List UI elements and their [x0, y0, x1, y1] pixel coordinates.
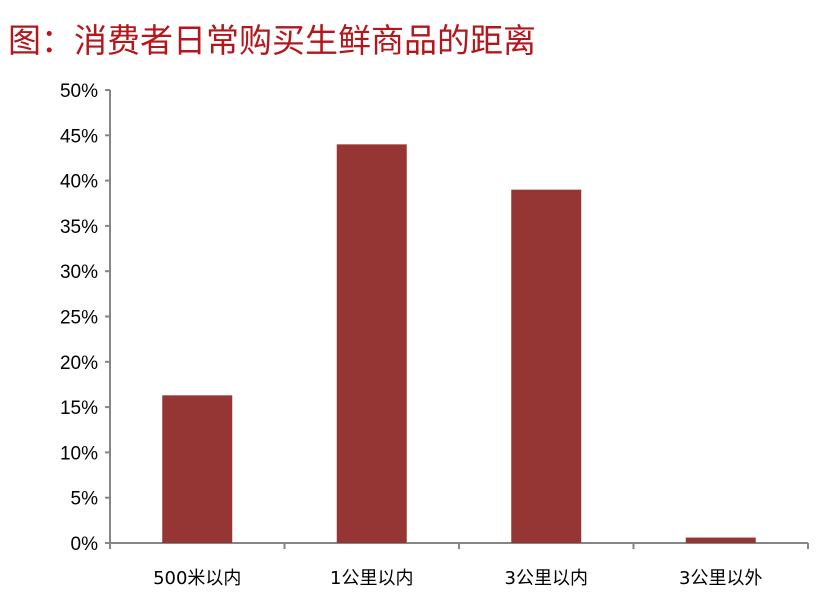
y-tick-label: 45%: [60, 126, 98, 147]
x-tick-label: 1公里以内: [330, 568, 413, 589]
y-tick-label: 5%: [71, 489, 99, 510]
chart-title: 图：消费者日常购买生鲜商品的距离: [8, 21, 536, 60]
y-tick-label: 35%: [60, 217, 98, 238]
y-tick-label: 10%: [60, 443, 98, 464]
y-tick-label: 20%: [60, 353, 98, 374]
bar: [162, 395, 233, 543]
y-tick-label: 15%: [60, 398, 98, 419]
y-tick-label: 25%: [60, 308, 98, 329]
y-tick-label: 40%: [60, 172, 98, 193]
bar: [685, 537, 756, 543]
y-tick-label: 30%: [60, 262, 98, 283]
y-tick-label: 0%: [71, 534, 99, 555]
bar: [336, 144, 407, 544]
x-tick-label: 3公里以内: [505, 568, 588, 589]
x-tick-label: 3公里以外: [679, 568, 762, 589]
x-tick-label: 500米以内: [153, 568, 241, 589]
y-tick-label: 50%: [60, 81, 98, 102]
bar: [511, 189, 582, 543]
